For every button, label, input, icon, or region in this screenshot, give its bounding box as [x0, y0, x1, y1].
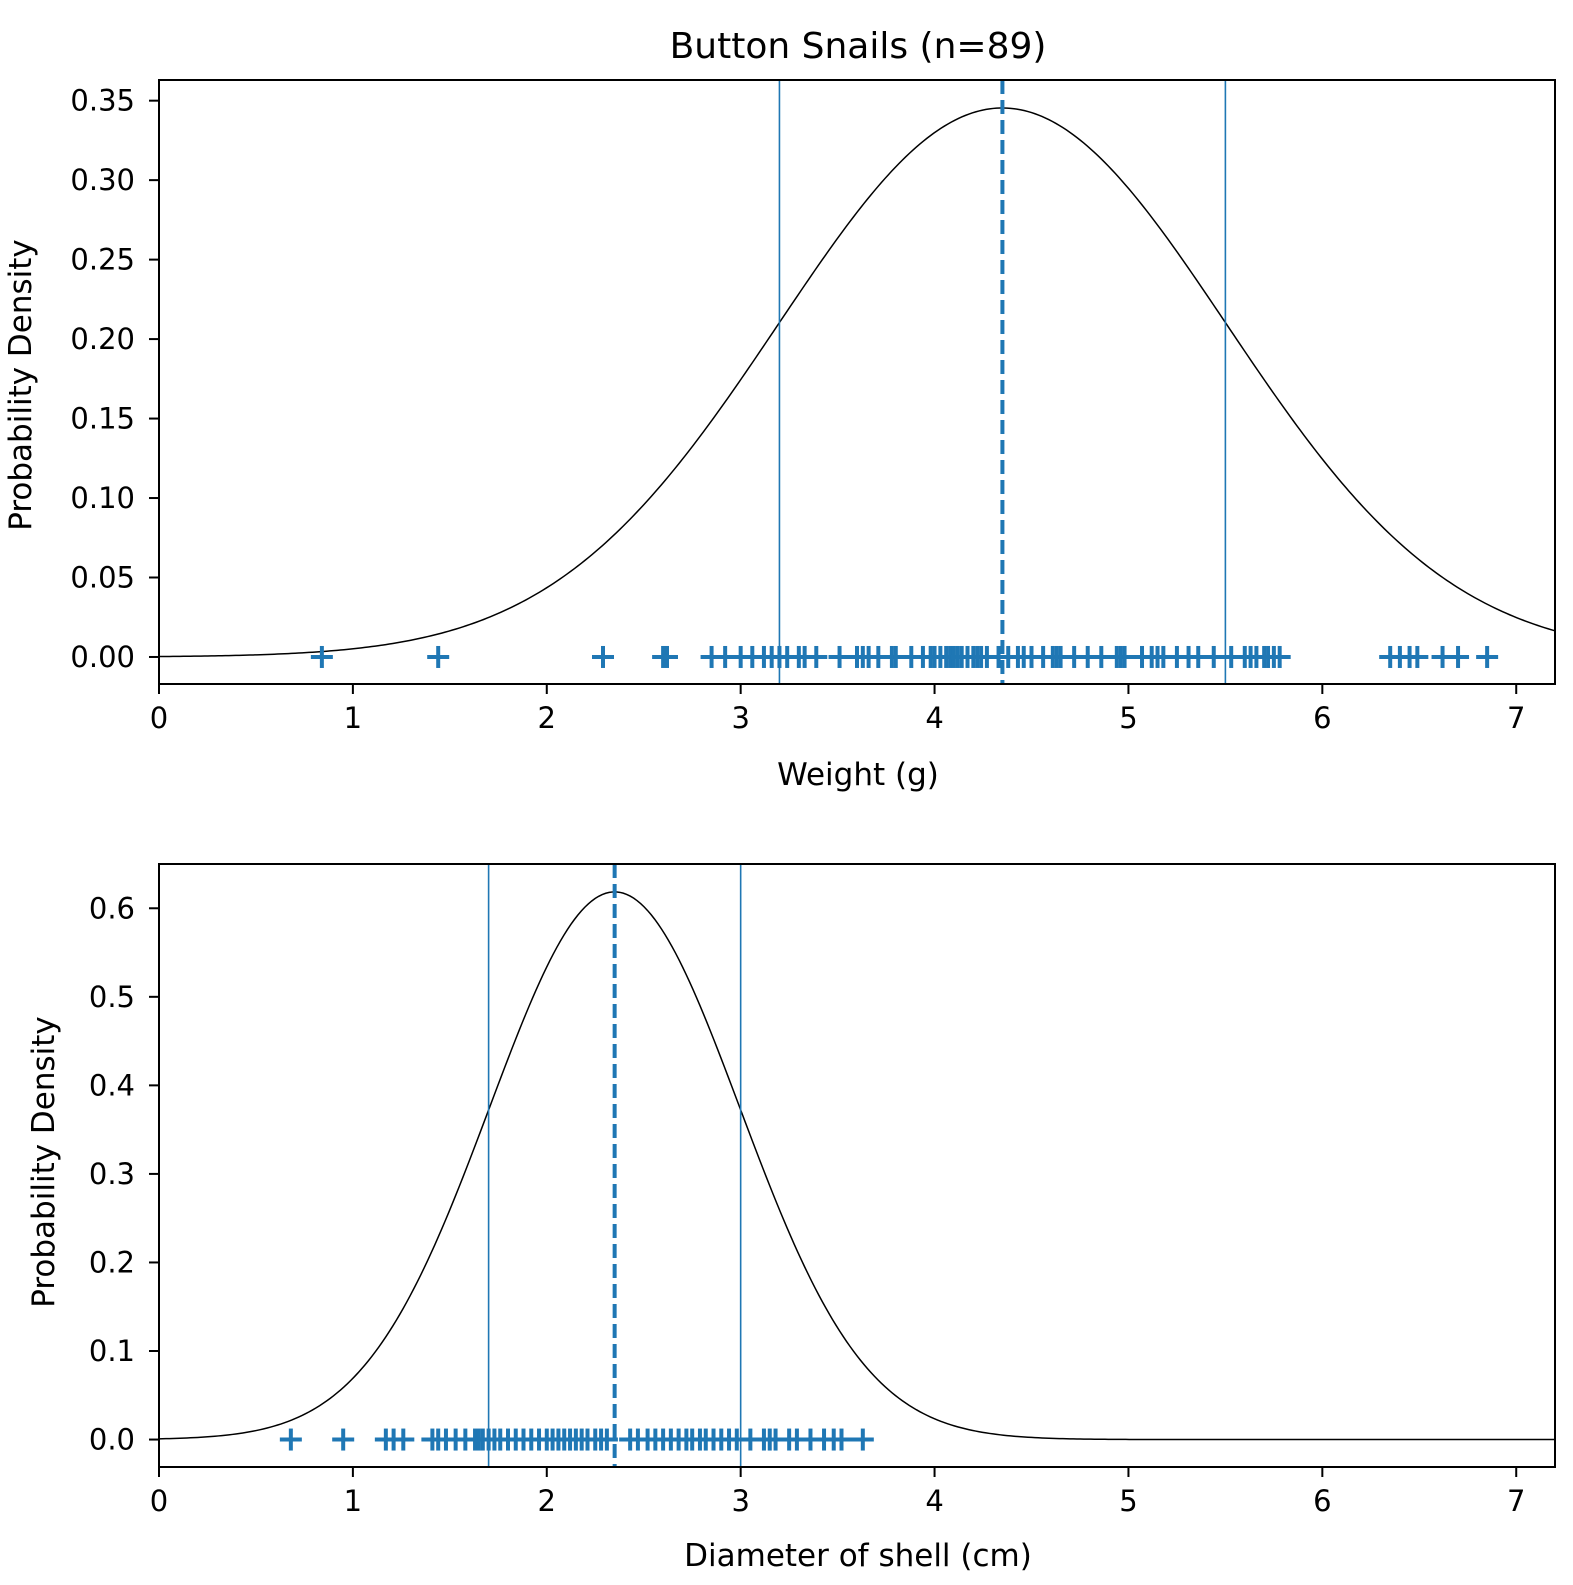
weight-x-tick-label: 4: [925, 701, 943, 735]
weight-sample-marker: [805, 645, 828, 668]
diameter-y-tick-label: 0.5: [89, 980, 135, 1014]
weight-sample-marker: [1447, 645, 1470, 668]
diameter-sample-marker: [595, 1428, 618, 1451]
weight-y-tick-label: 0.20: [70, 322, 135, 356]
diameter-y-tick-label: 0.6: [89, 891, 135, 925]
diameter-x-tick-label: 3: [731, 1484, 749, 1518]
weight-y-tick-label: 0.15: [70, 402, 135, 436]
diameter-x-tick-label: 0: [150, 1484, 168, 1518]
diameter-x-tick-label: 7: [1507, 1484, 1525, 1518]
diameter-x-tick-label: 4: [925, 1484, 943, 1518]
diameter-y-axis-label: Probability Density: [26, 1016, 62, 1308]
diameter-sample-marker: [332, 1428, 355, 1451]
diameter-x-axis-label: Diameter of shell (cm): [684, 1538, 1032, 1574]
diameter-x-tick-label: 2: [538, 1484, 556, 1518]
weight-x-axis-label: Weight (g): [777, 757, 939, 793]
weight-panel: Weight (g) Probability Density 0 1 2 3 4 5 6 7 0…: [3, 79, 1556, 793]
weight-sample-marker: [310, 645, 333, 668]
diameter-sample-marker: [279, 1428, 302, 1451]
weight-x-tick-label: 1: [344, 701, 362, 735]
diameter-density-curve: [158, 891, 1555, 1441]
weight-sample-marker: [1268, 645, 1291, 668]
weight-sample-marker: [427, 645, 450, 668]
weight-y-tick-label: 0.00: [70, 640, 135, 674]
weight-y-tick-label: 0.35: [70, 84, 135, 118]
diameter-sample-marker: [392, 1428, 415, 1451]
diameter-x-tick-label: 5: [1119, 1484, 1137, 1518]
weight-x-tick-label: 6: [1313, 701, 1331, 735]
weight-sample-marker: [1406, 645, 1429, 668]
diameter-y-tick-label: 0.2: [89, 1245, 135, 1279]
diameter-sample-marker: [851, 1428, 874, 1451]
weight-sample-marker: [655, 645, 678, 668]
weight-x-tick-label: 7: [1507, 701, 1525, 735]
weight-y-tick-label: 0.05: [70, 561, 135, 595]
diameter-y-tick-label: 0.1: [89, 1334, 135, 1368]
weight-y-axis-label: Probability Density: [3, 239, 39, 531]
chart-title: Button Snails (n=89): [670, 26, 1047, 67]
weight-plot-frame: [158, 79, 1556, 685]
diameter-x-tick-label: 1: [344, 1484, 362, 1518]
diameter-plot-frame: [158, 863, 1556, 1468]
diameter-y-tick-label: 0.3: [89, 1157, 135, 1191]
weight-x-tick-label: 5: [1119, 701, 1137, 735]
weight-sample-marker: [592, 645, 615, 668]
diameter-sample-marker: [830, 1428, 853, 1451]
weight-y-tick-label: 0.25: [70, 243, 135, 277]
diameter-y-tick-label: 0.0: [89, 1423, 135, 1457]
diameter-panel: Diameter of shell (cm) Probability Densi…: [26, 863, 1556, 1574]
weight-x-tick-label: 3: [731, 701, 749, 735]
weight-x-tick-label: 0: [150, 701, 168, 735]
weight-x-tick-label: 2: [538, 701, 556, 735]
diameter-y-tick-label: 0.4: [89, 1068, 135, 1102]
diameter-x-tick-label: 6: [1313, 1484, 1331, 1518]
weight-sample-marker: [1476, 645, 1499, 668]
weight-density-curve: [158, 107, 1556, 658]
weight-y-tick-label: 0.10: [70, 481, 135, 515]
weight-y-tick-label: 0.30: [70, 163, 135, 197]
